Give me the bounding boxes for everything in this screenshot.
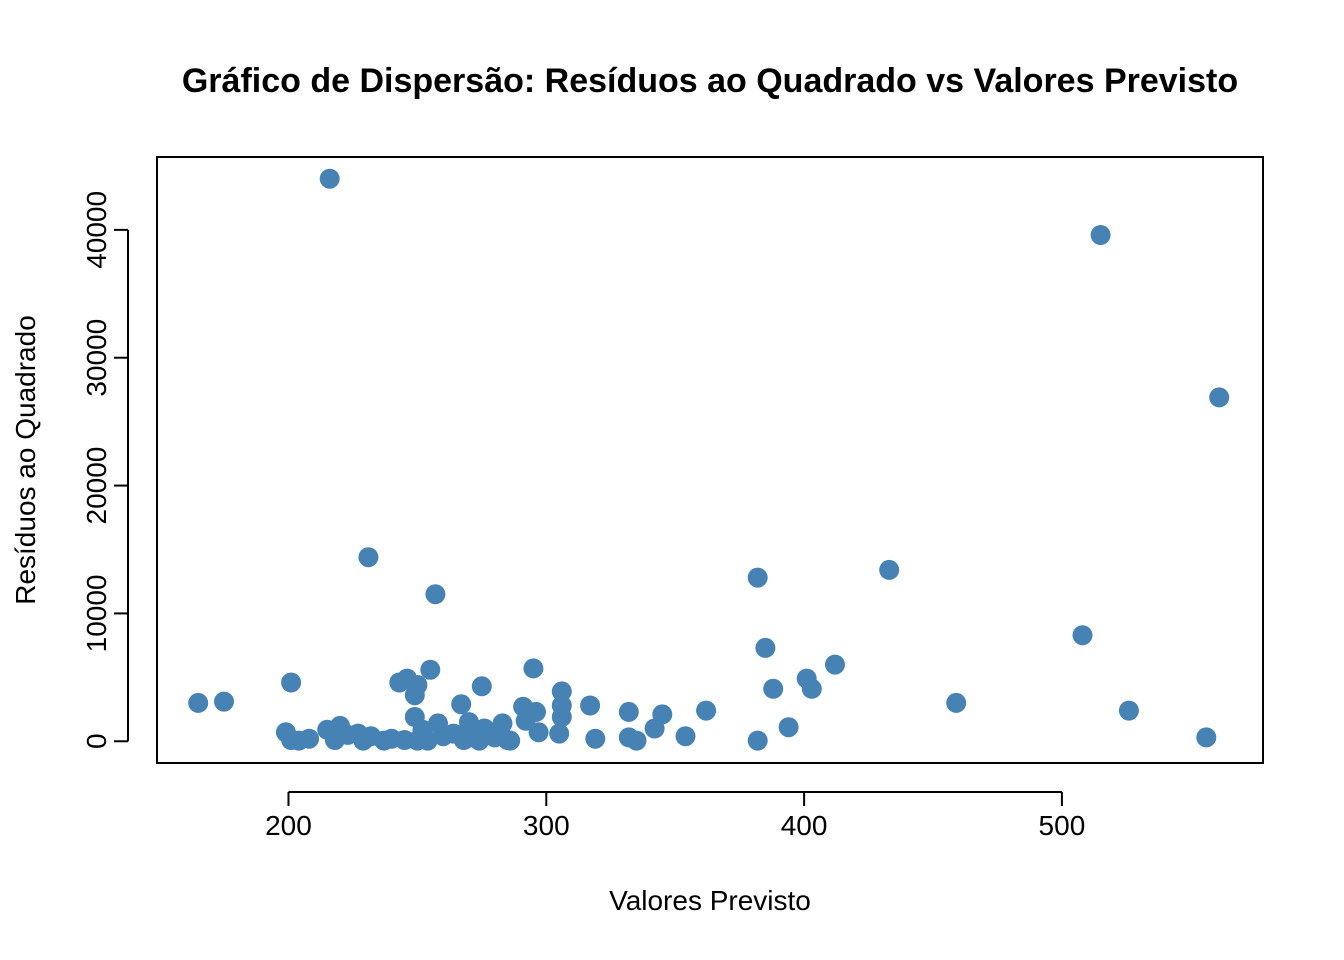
scatter-point <box>747 730 768 751</box>
scatter-point <box>373 730 394 751</box>
scatter-point <box>471 676 492 697</box>
y-tick-label: 30000 <box>81 319 112 397</box>
scatter-point <box>1209 387 1230 408</box>
scatter-point <box>696 700 717 721</box>
x-axis: 200 300 400 500 <box>265 791 1086 841</box>
scatter-point <box>528 722 549 743</box>
scatter-point <box>425 584 446 605</box>
x-tick-label: 300 <box>523 810 570 841</box>
x-axis-label: Valores Previsto <box>609 885 811 916</box>
scatter-point <box>825 654 845 675</box>
scatter-point <box>675 726 696 747</box>
scatter-point <box>626 730 647 751</box>
scatter-point <box>417 730 438 751</box>
y-axis: 0 10000 20000 30000 40000 <box>81 191 129 749</box>
scatter-point <box>353 730 374 751</box>
scatter-point <box>551 681 572 702</box>
y-tick-label: 20000 <box>81 447 112 525</box>
scatter-point <box>523 658 544 679</box>
scatter-point <box>469 730 490 751</box>
scatter-point <box>778 717 799 738</box>
scatter-point <box>500 730 521 751</box>
scatter-point <box>281 672 302 693</box>
scatter-point <box>549 723 570 744</box>
scatter-point <box>389 672 410 693</box>
plot-area-frame <box>156 156 1264 764</box>
scatter-point <box>1090 225 1111 245</box>
scatter-point <box>288 730 309 751</box>
scatter-point <box>747 567 768 588</box>
x-tick-label: 400 <box>781 810 828 841</box>
scatter-point <box>319 168 340 189</box>
scatter-point <box>1196 727 1217 748</box>
scatter-point <box>324 730 345 750</box>
scatter-point <box>763 678 784 699</box>
scatter-point <box>1118 700 1139 721</box>
scatter-point <box>458 712 479 733</box>
scatter-point <box>451 694 472 715</box>
scatter-point <box>515 710 536 731</box>
scatter-point <box>214 691 234 712</box>
scatter-point <box>188 692 209 713</box>
scatter-point <box>585 728 606 749</box>
scatter-point <box>551 707 572 727</box>
chart-title: Gráfico de Dispersão: Resíduos ao Quadra… <box>182 62 1238 100</box>
y-axis-label: Resíduos ao Quadrado <box>10 315 41 605</box>
scatter-point <box>1072 625 1093 646</box>
scatter-point <box>453 730 474 750</box>
y-tick-label: 40000 <box>81 191 112 269</box>
data-points <box>188 168 1230 751</box>
x-tick-label: 200 <box>265 810 312 841</box>
scatter-point <box>404 685 425 706</box>
scatter-point <box>433 726 454 747</box>
y-tick-label: 0 <box>81 733 112 749</box>
x-tick-label: 500 <box>1039 810 1086 841</box>
y-tick-label: 10000 <box>81 574 112 652</box>
scatter-point <box>644 718 665 739</box>
scatter-point <box>420 659 441 680</box>
scatter-point <box>879 559 900 580</box>
scatter-point <box>580 695 601 716</box>
scatter-point <box>618 701 639 722</box>
scatter-point <box>755 637 776 658</box>
scatter-point <box>946 692 967 713</box>
scatter-point <box>358 547 379 568</box>
scatter-point <box>801 678 822 699</box>
